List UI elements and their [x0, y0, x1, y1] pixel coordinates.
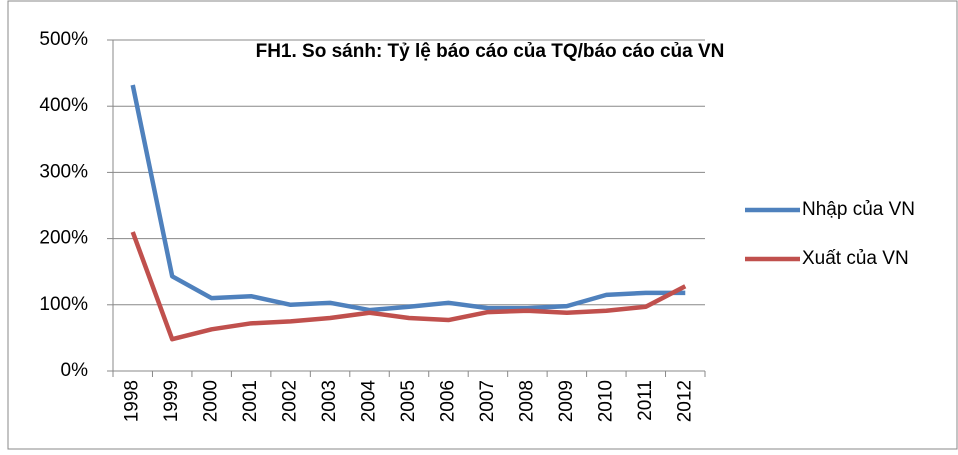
x-tick-label: 2004: [359, 380, 380, 423]
x-tick-label: 2011: [635, 380, 656, 421]
x-tick-label: 2006: [437, 380, 458, 422]
x-tick-label: 2003: [319, 380, 340, 422]
x-tick-label: 1998: [122, 380, 143, 422]
x-tick-label: 2002: [280, 380, 301, 422]
x-tick-label: 2001: [240, 380, 261, 422]
x-tick-label: 2000: [201, 380, 222, 422]
x-tick-label: 2012: [674, 380, 695, 422]
series-line: [130, 231, 687, 342]
y-tick-label: 500%: [39, 29, 88, 50]
chart-border: [7, 0, 958, 450]
x-tick-label: 2007: [477, 380, 498, 422]
x-tick-label: 2005: [398, 380, 419, 422]
x-tick-label: 2010: [595, 380, 616, 422]
x-tick-label: 2009: [556, 380, 577, 422]
y-tick-label: 0%: [61, 360, 89, 381]
series-line: [130, 84, 686, 313]
y-tick-label: 400%: [39, 95, 88, 116]
x-tick-label: 1999: [161, 380, 182, 422]
legend-label: Nhập của VN: [802, 199, 915, 220]
legend-label: Xuất của VN: [802, 248, 909, 269]
y-tick-label: 100%: [39, 294, 88, 315]
chart-title: FH1. So sánh: Tỷ lệ báo cáo của TQ/báo c…: [256, 41, 725, 62]
x-tick-label: 2008: [516, 380, 537, 422]
y-tick-label: 200%: [39, 228, 88, 249]
y-tick-label: 300%: [39, 161, 88, 182]
